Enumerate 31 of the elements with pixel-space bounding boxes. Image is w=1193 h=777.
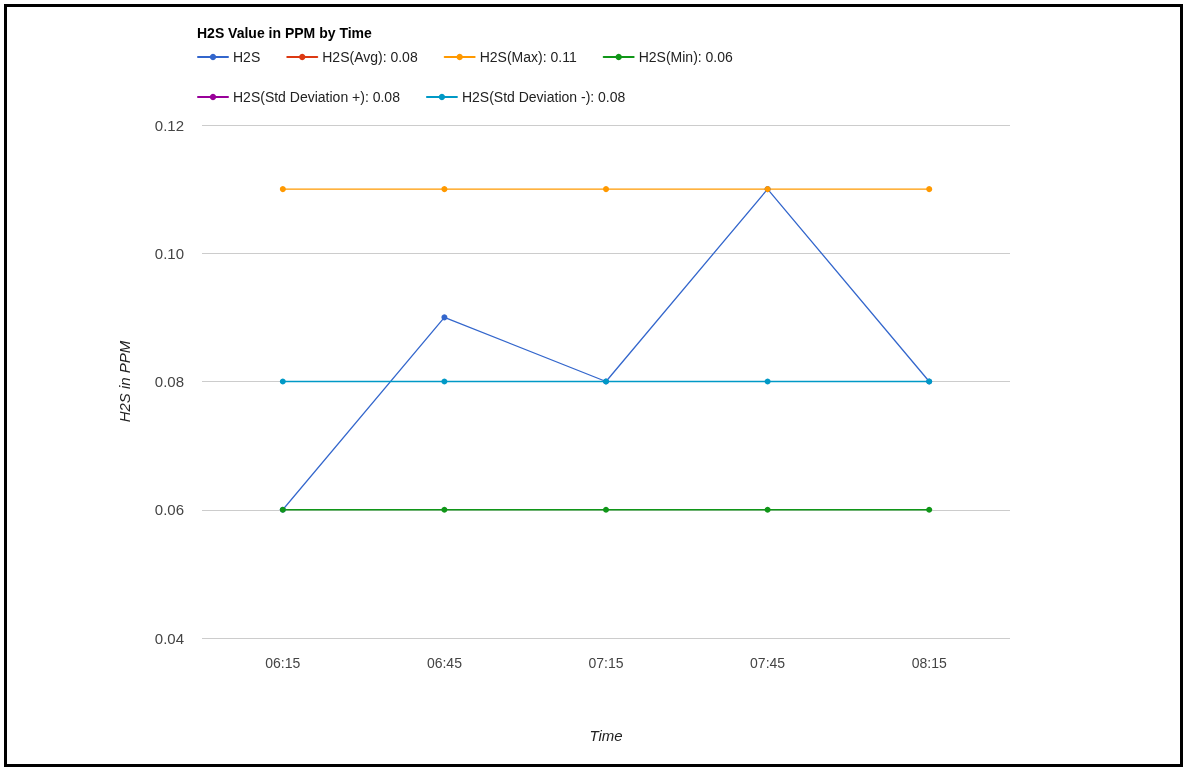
x-tick-label: 06:45 bbox=[426, 655, 463, 671]
y-tick-label: 0.04 bbox=[154, 629, 184, 647]
legend-label: H2S(Max): 0.11 bbox=[479, 49, 577, 65]
y-tick-label: 0.12 bbox=[154, 116, 184, 134]
y-tick-label: 0.08 bbox=[154, 373, 184, 390]
legend-label: H2S bbox=[233, 49, 261, 65]
point bbox=[764, 378, 771, 385]
y-axis-title: H2S in PPM bbox=[116, 340, 133, 423]
x-tick-label: 07:15 bbox=[588, 655, 624, 671]
chart-title: H2S Value in PPM by Time bbox=[197, 25, 373, 41]
x-tick-label: 08:15 bbox=[911, 655, 947, 671]
legend-label: H2S(Avg): 0.08 bbox=[322, 49, 418, 65]
point bbox=[764, 506, 771, 513]
point bbox=[926, 186, 933, 193]
legend-label: H2S(Min): 0.06 bbox=[638, 49, 734, 65]
legend-label: H2S(Std Deviation -): 0.08 bbox=[461, 89, 626, 105]
x-tick-label: 07:45 bbox=[750, 655, 786, 671]
point bbox=[603, 506, 609, 513]
point bbox=[603, 186, 609, 193]
y-tick-label: 0.06 bbox=[154, 501, 184, 519]
point bbox=[441, 506, 448, 513]
point bbox=[441, 186, 448, 193]
x-tick-label: 06:15 bbox=[265, 655, 301, 671]
y-tick-label: 0.10 bbox=[154, 244, 184, 262]
point bbox=[441, 378, 448, 385]
point bbox=[441, 314, 448, 321]
point bbox=[279, 186, 286, 193]
point bbox=[926, 506, 933, 513]
x-axis-title: Time bbox=[589, 727, 623, 744]
point bbox=[279, 378, 286, 385]
legend-label: H2S(Std Deviation +): 0.08 bbox=[233, 89, 401, 105]
